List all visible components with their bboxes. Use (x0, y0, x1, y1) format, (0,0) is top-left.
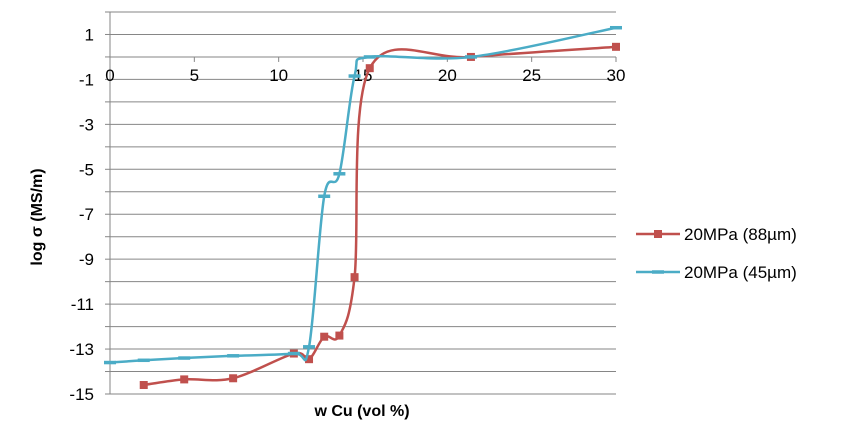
y-tick-label: -9 (79, 250, 94, 269)
y-axis-title: log σ (MS/m) (29, 168, 46, 265)
data-point (287, 351, 300, 356)
y-tick-label: -1 (79, 70, 94, 89)
x-tick-labels: 0 5 10 15 20 25 30 (105, 66, 625, 85)
data-point (363, 55, 376, 59)
data-point (227, 354, 240, 358)
y-tick-label: -13 (69, 340, 94, 359)
x-axis-title: w Cu (vol %) (313, 403, 409, 420)
data-point (333, 172, 346, 176)
legend-label: 20MPa (45µm) (684, 263, 797, 282)
x-tick-label: 20 (438, 66, 457, 85)
legend-item: 20MPa (88µm) (636, 225, 797, 244)
y-tick-label: -3 (79, 115, 94, 134)
data-point (318, 194, 331, 199)
data-point (305, 355, 314, 364)
y-tick-label: -5 (79, 160, 94, 179)
legend-marker (654, 230, 662, 238)
x-tick-label: 30 (607, 66, 626, 85)
x-tick-label: 10 (269, 66, 288, 85)
legend-item: 20MPa (45µm) (636, 263, 797, 282)
y-tick-label: 1 (85, 25, 94, 44)
y-tick-label: -7 (79, 205, 94, 224)
gridlines (110, 11, 616, 395)
series-2 (104, 25, 622, 365)
data-point (104, 360, 116, 365)
series-layer (104, 25, 622, 390)
data-point (350, 273, 359, 282)
data-point (178, 356, 191, 360)
legend-marker (652, 270, 664, 274)
data-point (137, 358, 150, 363)
y-tick-labels: 1 -1 -3 -5 -7 -9 -11 -13 -15 (69, 25, 94, 404)
data-point (612, 42, 620, 51)
data-point (139, 381, 148, 390)
data-point (365, 64, 374, 73)
data-point (348, 74, 361, 78)
data-point (464, 55, 477, 59)
x-tick-label: 0 (105, 66, 114, 85)
y-tick-label: -15 (69, 385, 94, 404)
data-point (303, 345, 316, 349)
data-point (229, 374, 238, 383)
series-1 (139, 42, 620, 390)
legend-label: 20MPa (88µm) (684, 225, 797, 244)
data-point (180, 375, 189, 384)
series-line (143, 45, 617, 387)
data-point (320, 332, 329, 341)
x-tick-label: 5 (190, 66, 199, 85)
y-tick-label: -11 (71, 295, 94, 314)
legend: 20MPa (88µm) 20MPa (45µm) (636, 225, 797, 282)
x-tick-label: 25 (522, 66, 541, 85)
data-point (610, 25, 622, 30)
data-point (335, 331, 344, 340)
